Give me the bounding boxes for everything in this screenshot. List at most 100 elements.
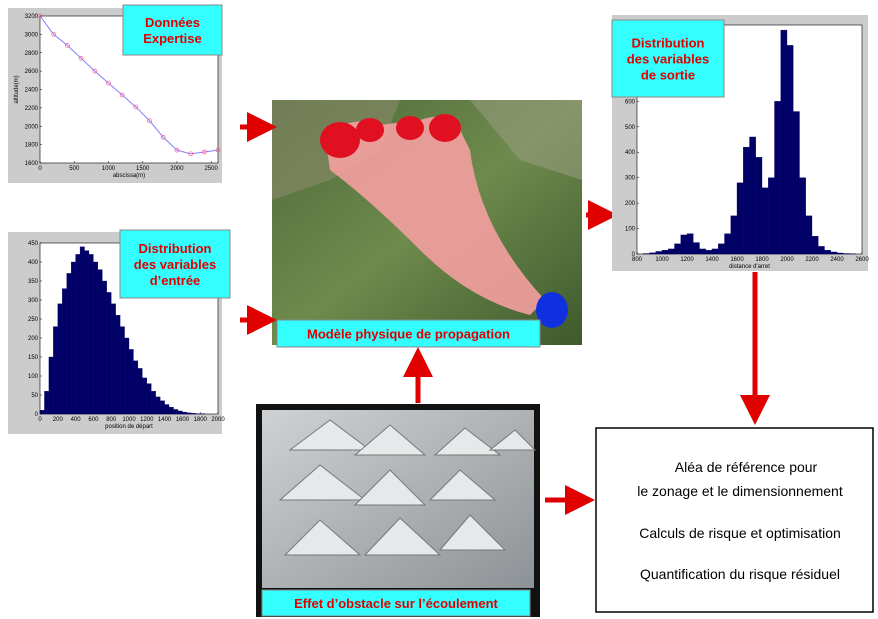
x-tick-label: 1200 (140, 417, 154, 423)
bar (182, 411, 187, 415)
bar (44, 391, 50, 415)
y-tick-label: 300 (625, 176, 636, 182)
bar (743, 146, 750, 255)
bar (66, 273, 72, 415)
bar (749, 136, 756, 255)
expertise-label-text: Données (145, 15, 200, 30)
bar (142, 377, 147, 415)
bar (102, 280, 107, 415)
bar (674, 243, 681, 255)
input-label-text: d’entrée (150, 273, 201, 288)
bar (793, 111, 800, 255)
bar (48, 356, 54, 415)
model-label-box (276, 319, 541, 348)
x-tick-label: 1200 (680, 257, 694, 263)
input-label-box (119, 229, 231, 299)
x-tick-label: 2200 (805, 257, 819, 263)
bar (843, 253, 850, 255)
x-tick-label: 2000 (780, 257, 794, 263)
output-label-box (611, 19, 725, 98)
y-tick-label: 500 (625, 125, 636, 131)
bar (155, 396, 161, 415)
x-axis-label: distance d'arret (729, 264, 770, 270)
bar (649, 252, 656, 255)
x-tick-label: 600 (88, 417, 99, 423)
y-tick-label: 2400 (25, 88, 39, 94)
bar (84, 250, 90, 415)
bar (164, 404, 170, 415)
y-tick-label: 400 (28, 260, 39, 266)
bar (730, 215, 738, 255)
model-label-text: Modèle physique de propagation (307, 327, 510, 342)
obstacle-label-box (261, 589, 531, 617)
bar (106, 292, 112, 415)
result-text: Quantification du risque résiduel (640, 566, 840, 582)
bar (119, 326, 125, 415)
x-tick-label: 2400 (830, 257, 844, 263)
x-tick-label: 1800 (194, 417, 208, 423)
x-tick-label: 1400 (705, 257, 719, 263)
bar (93, 261, 99, 415)
bar (71, 261, 76, 415)
bar (62, 288, 67, 415)
bar (724, 233, 731, 255)
bar (661, 250, 669, 255)
bar (53, 326, 58, 415)
y-tick-label: 3000 (25, 32, 39, 38)
bar (686, 233, 694, 255)
y-tick-label: 1800 (25, 143, 39, 149)
y-tick-label: 150 (28, 355, 39, 361)
obstacle-photo (256, 404, 540, 617)
bar (774, 101, 781, 255)
bar (177, 410, 183, 415)
arrows (240, 112, 770, 515)
y-tick-label: 450 (28, 241, 39, 247)
point (37, 13, 43, 19)
x-tick-label: 2000 (211, 417, 225, 423)
obstacle-label-text: Effet d’obstacle sur l’écoulement (294, 596, 498, 611)
bar (718, 243, 725, 255)
bar (146, 383, 152, 415)
x-tick-label: 1500 (136, 166, 150, 172)
y-tick-label: 300 (28, 298, 39, 304)
point (92, 68, 98, 74)
point (188, 151, 193, 157)
bar (168, 407, 174, 415)
bar (668, 248, 675, 255)
bar (111, 303, 116, 415)
bar (191, 413, 196, 415)
bar (151, 391, 156, 415)
y-tick-label: 2600 (25, 69, 39, 75)
point (160, 134, 166, 140)
bar (805, 215, 813, 255)
y-tick-label: 100 (28, 374, 39, 380)
bar (761, 187, 769, 255)
x-axis-label: abscissa(m) (113, 173, 145, 179)
bar (97, 269, 103, 415)
bar (137, 368, 143, 415)
point (147, 118, 152, 124)
result-box (595, 427, 874, 613)
bar (79, 246, 85, 415)
y-tick-label: 2000 (25, 124, 39, 130)
bar (173, 409, 179, 415)
bar (57, 303, 63, 415)
bar (768, 177, 775, 255)
x-tick-label: 2600 (855, 257, 869, 263)
bar (159, 400, 165, 415)
x-tick-label: 2500 (204, 166, 218, 172)
input-label-text: des variables (134, 257, 216, 272)
bar (680, 234, 688, 255)
point (106, 80, 111, 86)
y-tick-label: 3200 (25, 14, 39, 20)
bar (811, 236, 819, 255)
bar (128, 349, 134, 415)
input-label-text: Distribution (139, 241, 212, 256)
bar (699, 248, 706, 255)
bar (693, 242, 700, 255)
bar (655, 251, 663, 255)
x-tick-label: 1400 (158, 417, 172, 423)
line (39, 15, 219, 155)
y-tick-label: 2800 (25, 51, 39, 57)
